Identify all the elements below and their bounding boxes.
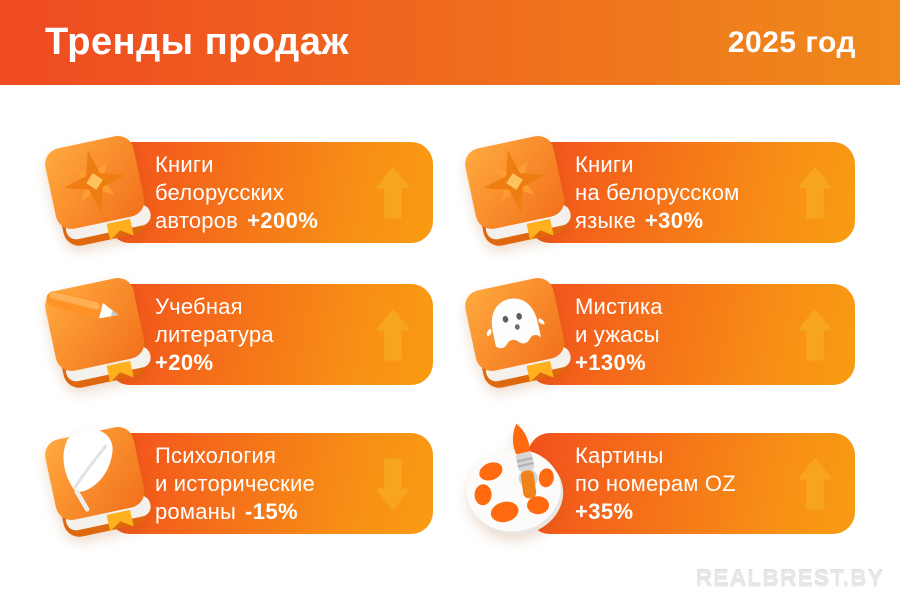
card-line: Книги [575,151,634,177]
trend-up-icon [799,457,831,511]
card-text: Учебная литература +20% [155,284,371,385]
page-title: Тренды продаж [45,21,349,63]
book-ornament-icon [42,133,154,251]
card-line: белорусских [155,179,285,205]
watermark: REALBREST.BY [695,565,884,591]
header: Тренды продаж 2025 год [0,0,900,85]
percent-value: +130% [575,349,647,375]
percent-value: -15% [245,498,298,524]
trend-card-belarusian-language: Книги на белорусском языке +30% [465,135,855,246]
trend-up-icon [377,166,409,220]
card-line: Книги [155,151,214,177]
card-line: романы -15% [155,498,371,526]
trend-up-icon [799,308,831,362]
percent-value: +30% [644,207,704,233]
book-ghost-icon [462,275,574,393]
card-line: Картины [575,442,664,468]
trend-down-icon [377,457,409,511]
card-line-label: языке [575,207,636,233]
card-line-label: романы [155,498,236,524]
trend-up-icon [377,308,409,362]
card-text: Книги белорусских авторов +200% [155,142,371,243]
card-line: и исторические [155,470,315,496]
book-ornament-icon [462,133,574,251]
percent-value: +20% [155,349,214,375]
card-line: Психология [155,442,277,468]
card-text: Картины по номерам OZ +35% [575,433,793,534]
book-pencil-icon [42,275,154,393]
trend-card-belarusian-authors: Книги белорусских авторов +200% [45,135,433,246]
card-line: по номерам OZ [575,470,736,496]
card-line-label: авторов [155,207,239,233]
trend-card-mystic-horror: Мистика и ужасы +130% [465,277,855,388]
year-label: 2025 год [727,25,856,59]
card-line: языке +30% [575,207,793,235]
card-line: литература [155,321,274,347]
card-text: Книги на белорусском языке +30% [575,142,793,243]
trend-card-paint-by-numbers: Картины по номерам OZ +35% [466,423,855,536]
trend-card-psychology-history: Психология и исторические романы -15% [45,426,433,537]
card-line: +130% [575,349,793,377]
card-line: +20% [155,349,371,377]
card-line: авторов +200% [155,207,371,235]
card-line: Мистика [575,293,663,319]
card-line: на белорусском [575,179,740,205]
card-line: Учебная [155,293,243,319]
percent-value: +35% [575,498,634,524]
book-quill-icon [42,424,154,542]
card-line: и ужасы [575,321,660,347]
card-text: Психология и исторические романы -15% [155,433,371,534]
card-line: +35% [575,498,793,526]
trend-up-icon [799,166,831,220]
trend-card-educational: Учебная литература +20% [45,277,433,388]
card-text: Мистика и ужасы +130% [575,284,793,385]
percent-value: +200% [247,207,319,233]
paint-palette-icon [456,420,578,546]
